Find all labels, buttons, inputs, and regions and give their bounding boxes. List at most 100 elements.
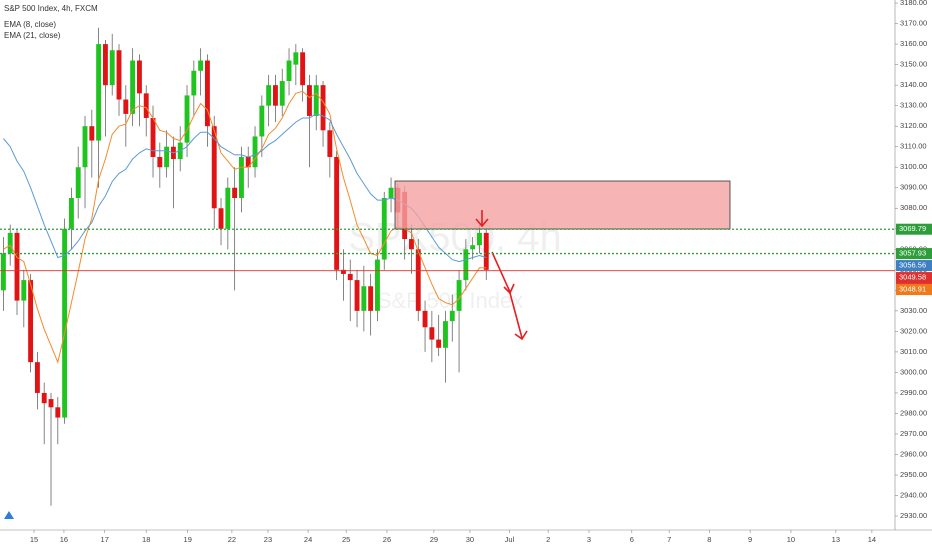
y-tick-label: 3110.00 — [900, 142, 927, 151]
candle-body — [340, 269, 346, 274]
x-tick-label: 3 — [587, 535, 591, 544]
candle-body — [470, 245, 476, 250]
candle-body — [218, 208, 224, 229]
y-tick-label: 2950.00 — [900, 470, 927, 479]
x-tick-label: 22 — [228, 535, 236, 544]
candle-body — [463, 249, 469, 281]
y-tick-label: 3170.00 — [900, 19, 927, 28]
legend-ema21: EMA (21, close) — [4, 31, 61, 40]
x-tick-label: 16 — [60, 535, 68, 544]
price-label: 3056.56 — [899, 261, 926, 270]
candle-body — [266, 85, 272, 106]
x-tick-label: 24 — [304, 535, 312, 544]
candle-body — [204, 60, 210, 127]
candle-body — [477, 232, 482, 246]
x-tick-label: 29 — [430, 535, 438, 544]
candle-body — [211, 126, 217, 209]
x-tick-label: 19 — [184, 535, 192, 544]
candle-body — [75, 167, 81, 199]
y-tick-label: 3010.00 — [900, 347, 927, 356]
candle-body — [136, 60, 142, 94]
y-tick-label: 3030.00 — [900, 306, 927, 315]
candle-body — [388, 187, 394, 199]
candle-body — [21, 280, 27, 301]
price-label: 3048.91 — [899, 285, 926, 294]
candle-body — [89, 126, 95, 141]
candle-body — [293, 52, 299, 65]
candle-body — [164, 146, 170, 168]
x-tick-label: 2 — [546, 535, 550, 544]
plot-area — [0, 27, 489, 506]
y-tick-label: 2930.00 — [900, 511, 927, 520]
candle-body — [483, 232, 489, 270]
candle-body — [286, 60, 292, 82]
price-label-bg — [896, 248, 932, 260]
candle-body — [48, 399, 54, 408]
y-tick-label: 3090.00 — [900, 183, 927, 192]
price-label-bg — [896, 223, 932, 235]
price-label-bg — [896, 272, 932, 284]
legend-ema8: EMA (8, close) — [4, 20, 56, 29]
candle-body — [191, 70, 197, 96]
y-tick-label: 3180.00 — [900, 0, 927, 7]
candle-body — [313, 85, 319, 116]
candle-body — [62, 228, 68, 418]
candle-body — [300, 52, 306, 86]
candle-body — [14, 232, 20, 301]
x-tick-label: 15 — [30, 535, 38, 544]
y-tick-label: 3100.00 — [900, 162, 927, 171]
candle-body — [143, 93, 149, 118]
candle-body — [443, 321, 448, 348]
candle-body — [456, 280, 462, 311]
y-tick-label: 2940.00 — [900, 491, 927, 500]
candle-body — [245, 156, 251, 168]
y-tick-label: 3120.00 — [900, 121, 927, 130]
candle-body — [96, 44, 102, 141]
candle-body — [409, 239, 414, 250]
candle-body — [157, 156, 163, 168]
candle-body — [232, 187, 238, 199]
candle-body — [238, 156, 244, 199]
candle-body — [320, 85, 326, 131]
price-label: 3057.93 — [899, 249, 926, 258]
x-tick-label: 25 — [342, 535, 350, 544]
y-tick-label: 3020.00 — [900, 326, 927, 335]
watermark-subtitle: S&P 500 Index — [377, 288, 523, 313]
legend-title: S&P 500 Index, 4h, FXCM — [4, 4, 98, 13]
x-tick-label: 6 — [630, 535, 634, 544]
y-tick-label: 3140.00 — [900, 80, 927, 89]
candle-body — [259, 105, 265, 137]
candle-body — [415, 249, 421, 311]
x-tick-label: 18 — [142, 535, 150, 544]
x-tick-label: 13 — [832, 535, 840, 544]
supply-zone[interactable] — [394, 180, 731, 230]
arrow-segment-2[interactable] — [509, 292, 528, 341]
x-tick-label: 30 — [466, 535, 474, 544]
candle-body — [130, 60, 136, 114]
x-tick-label: 26 — [383, 535, 391, 544]
candle-body — [7, 232, 13, 254]
candle-body — [225, 187, 231, 229]
x-tick-label: 23 — [264, 535, 272, 544]
arrow-drawings[interactable] — [475, 210, 528, 341]
candle-body — [347, 273, 353, 281]
candle-body — [109, 50, 115, 86]
x-tick-label: 10 — [787, 535, 795, 544]
x-tick-label: 9 — [748, 535, 752, 544]
y-tick-label: 3130.00 — [900, 101, 927, 110]
y-tick-label: 2960.00 — [900, 449, 927, 458]
candle-body — [422, 310, 428, 328]
candle-body — [252, 136, 258, 168]
candle-body — [361, 286, 367, 311]
price-label: 3069.79 — [899, 224, 926, 233]
candle-body — [449, 310, 455, 322]
down-arrow[interactable] — [475, 210, 489, 228]
y-tick-label: 3150.00 — [900, 60, 927, 69]
candle-body — [34, 362, 40, 393]
x-tick-label: 8 — [707, 535, 711, 544]
logo[interactable] — [4, 511, 14, 519]
candle-body — [116, 50, 122, 100]
candle-body — [102, 44, 108, 86]
x-tick-label: 14 — [868, 535, 876, 544]
